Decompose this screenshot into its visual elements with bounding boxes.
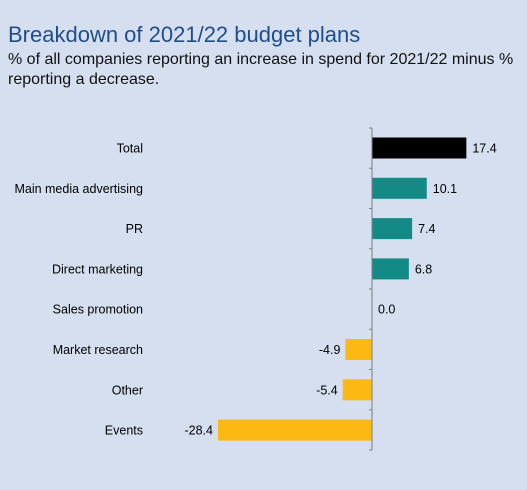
value-label: -4.9 [319, 343, 341, 357]
bar [342, 379, 372, 401]
value-label: 6.8 [415, 262, 432, 276]
bar [372, 258, 409, 280]
category-label: Main media advertising [14, 182, 143, 196]
bar [345, 339, 372, 360]
value-label: 17.4 [472, 142, 496, 156]
category-label: Market research [53, 343, 143, 357]
bar [218, 419, 372, 441]
chart-subtitle: % of all companies reporting an increase… [8, 51, 514, 88]
bar [372, 177, 427, 199]
value-label: 0.0 [378, 303, 395, 317]
value-label: -28.4 [185, 424, 214, 438]
category-label: Events [105, 424, 143, 438]
value-label: 10.1 [433, 182, 457, 196]
category-label: Other [112, 383, 143, 397]
category-label: PR [126, 222, 143, 236]
bar [372, 218, 413, 240]
value-label: 7.4 [418, 222, 435, 236]
category-label: Direct marketing [52, 262, 143, 276]
bar [372, 137, 467, 159]
category-label: Sales promotion [53, 303, 143, 317]
category-label: Total [117, 142, 143, 156]
chart-title: Breakdown of 2021/22 budget plans [8, 22, 361, 47]
value-label: -5.4 [316, 383, 338, 397]
